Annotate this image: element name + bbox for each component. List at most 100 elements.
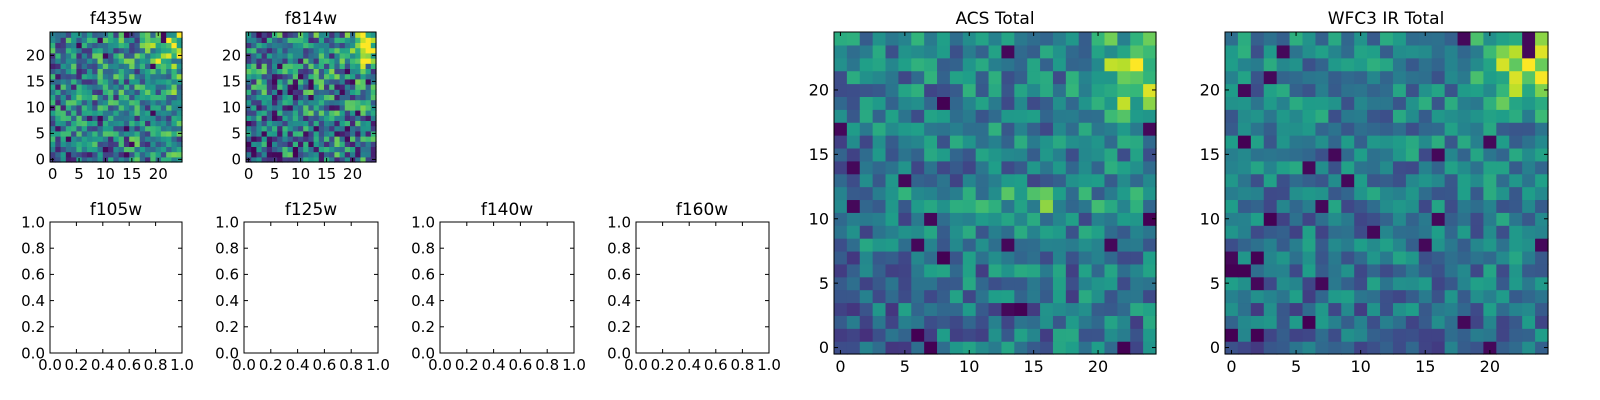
- x-tick-label: 0: [1226, 357, 1236, 376]
- heatmap-cell: [86, 125, 93, 132]
- heatmap-cell: [1341, 263, 1355, 278]
- heatmap-cell: [1341, 83, 1355, 97]
- heatmap-cell: [334, 115, 341, 121]
- heatmap-cell: [1001, 315, 1015, 329]
- heatmap-cell: [155, 84, 162, 90]
- heatmap-cell: [81, 68, 88, 75]
- heatmap-cell: [324, 47, 330, 54]
- heatmap-cell: [1117, 315, 1131, 329]
- heatmap-cell: [266, 104, 273, 111]
- heatmap-cell: [1014, 96, 1028, 110]
- heatmap-cell: [1328, 44, 1342, 59]
- heatmap-cell: [872, 173, 887, 188]
- heatmap-cell: [1418, 83, 1433, 97]
- heatmap-cell: [1444, 135, 1459, 149]
- heatmap-cell: [872, 212, 887, 226]
- heatmap-cell: [282, 130, 289, 137]
- heatmap-cell: [1027, 57, 1041, 72]
- heatmap-cell: [1431, 341, 1446, 355]
- heatmap-cell: [1483, 32, 1497, 46]
- heatmap-cell: [370, 42, 377, 49]
- heatmap-cell: [949, 160, 964, 175]
- heatmap-cell: [1367, 70, 1381, 85]
- heatmap-cell: [277, 78, 283, 85]
- heatmap-cell: [134, 99, 141, 106]
- heatmap-cell: [329, 84, 335, 90]
- heatmap-cell: [155, 151, 162, 158]
- heatmap-cell: [1263, 302, 1278, 316]
- heatmap-cell: [86, 58, 93, 64]
- heatmap-cell: [1130, 328, 1144, 342]
- heatmap-cell: [318, 110, 325, 116]
- heatmap-cell: [898, 57, 912, 72]
- heatmap-cell: [329, 146, 335, 153]
- heatmap-cell: [160, 104, 167, 111]
- heatmap-cell: [1263, 263, 1278, 278]
- heatmap-cell: [171, 47, 178, 54]
- heatmap-cell: [1040, 96, 1054, 110]
- heatmap-cell: [1431, 263, 1446, 278]
- x-tick-label: 1.0: [170, 356, 194, 374]
- heatmap-cell: [272, 42, 278, 49]
- heatmap-cell: [261, 68, 268, 75]
- heatmap-cell: [1302, 250, 1317, 265]
- heatmap-cell: [885, 135, 899, 149]
- y-tick-label: 15: [222, 73, 241, 91]
- heatmap-cell: [1470, 96, 1484, 110]
- heatmap-cell: [113, 104, 120, 111]
- heatmap-cell: [846, 135, 861, 149]
- heatmap-cell: [350, 94, 356, 101]
- heatmap-cell: [898, 122, 912, 136]
- heatmap-cell: [292, 68, 299, 75]
- heatmap-cell: [859, 238, 874, 252]
- heatmap-cell: [975, 160, 990, 175]
- heatmap-cell: [65, 58, 72, 64]
- heatmap-cell: [171, 58, 178, 64]
- heatmap-cell: [55, 63, 62, 69]
- panel-title: ACS Total: [955, 9, 1034, 29]
- heatmap-cell: [1117, 263, 1131, 278]
- heatmap-cell: [176, 94, 183, 101]
- heatmap-cell: [1431, 147, 1446, 162]
- heatmap-cell: [898, 70, 912, 85]
- heatmap-cell: [308, 136, 315, 142]
- heatmap-cell: [129, 58, 136, 64]
- heatmap-cell: [334, 32, 341, 38]
- heatmap-cell: [292, 156, 299, 163]
- heatmap-cell: [1078, 57, 1093, 72]
- heatmap-cell: [50, 136, 56, 142]
- heatmap-cell: [1341, 341, 1355, 355]
- heatmap-cell: [160, 32, 167, 38]
- heatmap-cell: [65, 73, 72, 80]
- heatmap-cell: [150, 63, 157, 69]
- heatmap-cell: [1117, 212, 1131, 226]
- heatmap-cell: [859, 160, 874, 175]
- heatmap-cell: [145, 84, 151, 90]
- heatmap-cell: [251, 104, 257, 111]
- heatmap-cell: [1027, 341, 1041, 355]
- heatmap-cell: [834, 341, 848, 355]
- heatmap-cell: [277, 156, 283, 163]
- heatmap-cell: [1027, 328, 1041, 342]
- heatmap-cell: [1104, 147, 1118, 162]
- heatmap-cell: [350, 78, 356, 85]
- heatmap-cell: [1250, 341, 1265, 355]
- heatmap-cell: [1130, 57, 1144, 72]
- heatmap-cell: [155, 146, 162, 153]
- heatmap-cell: [86, 47, 93, 54]
- heatmap-cell: [1328, 83, 1342, 97]
- heatmap-cell: [1225, 263, 1239, 278]
- heatmap-cell: [1431, 70, 1446, 85]
- heatmap-cell: [71, 58, 77, 64]
- heatmap-cell: [834, 135, 848, 149]
- heatmap-cell: [324, 58, 330, 64]
- heatmap-cell: [261, 110, 268, 116]
- heatmap-cell: [1354, 341, 1368, 355]
- heatmap-cell: [334, 125, 341, 132]
- heatmap-cell: [71, 120, 77, 127]
- heatmap-cell: [911, 160, 925, 175]
- heatmap-cell: [1418, 276, 1433, 291]
- heatmap-cell: [1250, 250, 1265, 265]
- heatmap-cell: [71, 94, 77, 101]
- heatmap-cell: [166, 89, 173, 95]
